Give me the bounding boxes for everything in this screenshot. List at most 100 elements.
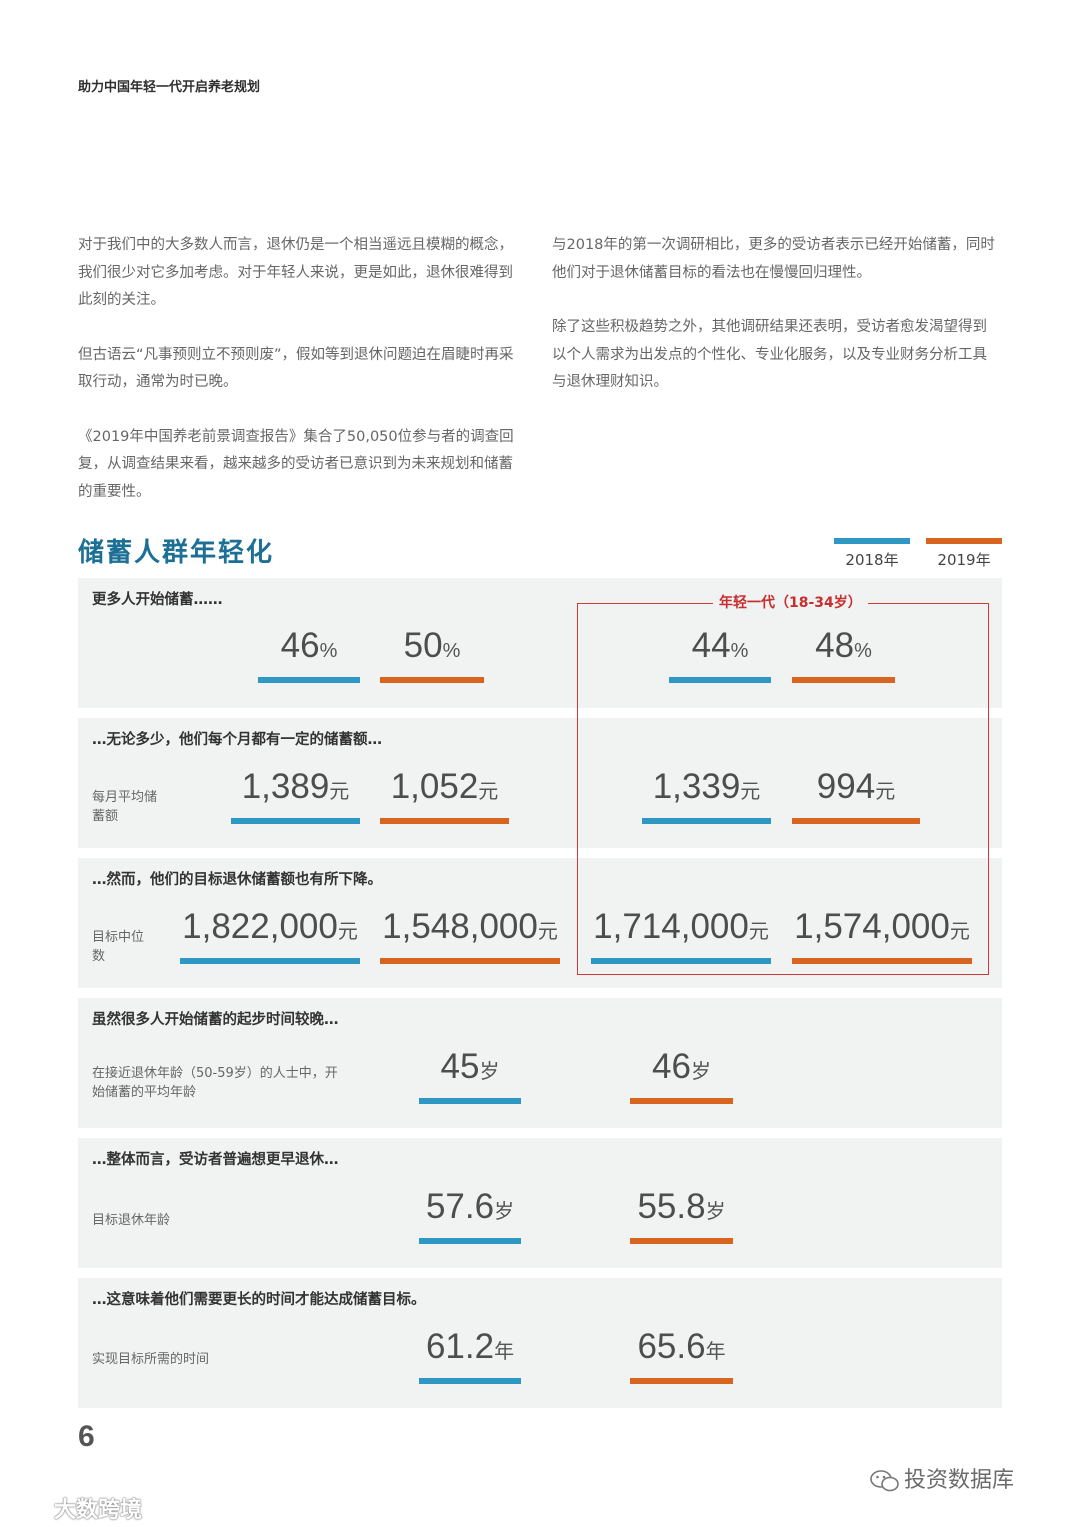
stat-all-2018: 45岁 bbox=[419, 1047, 521, 1104]
stat-value: 1,389 bbox=[241, 767, 330, 806]
stat-unit: 元 bbox=[949, 921, 970, 943]
bar-2018 bbox=[258, 677, 360, 683]
weibo-logo-icon bbox=[14, 1503, 51, 1521]
row-label: 在接近退休年龄（50-59岁）的人士中，开始储蓄的平均年龄 bbox=[92, 1066, 338, 1100]
legend-swatch-2018 bbox=[834, 538, 910, 544]
stat-unit: 元 bbox=[337, 921, 358, 943]
bar-2019 bbox=[380, 677, 484, 683]
paragraph: 除了这些积极趋势之外，其他调研结果还表明，受访者愈发渴望得到以个人需求为出发点的… bbox=[552, 319, 987, 390]
stat-unit: 元 bbox=[748, 921, 769, 943]
stat-all-2018: 57.6岁 bbox=[419, 1187, 521, 1244]
stat-unit: 年 bbox=[494, 1341, 515, 1363]
paragraph: 但古语云“凡事预则立不预则废”，假如等到退休问题迫在眉睫时再采取行动，通常为时已… bbox=[78, 346, 514, 391]
stat-value: 1,339 bbox=[652, 767, 741, 806]
stat-all-2019: 1,052元 bbox=[380, 767, 509, 824]
stat-unit: 岁 bbox=[494, 1201, 515, 1223]
stat-all-2019: 65.6年 bbox=[630, 1327, 733, 1384]
stat-unit: 元 bbox=[478, 781, 499, 803]
paragraph: 与2018年的第一次调研相比，更多的受访者表示已经开始储蓄，同时他们对于退休储蓄… bbox=[552, 237, 995, 281]
stat-young-2018: 1,714,000元 bbox=[591, 907, 771, 964]
panel-heading: …然而，他们的目标退休储蓄额也有所下降。 bbox=[92, 872, 382, 888]
stat-unit: 元 bbox=[875, 781, 896, 803]
stat-unit: 元 bbox=[740, 781, 761, 803]
stat-value: 1,714,000 bbox=[593, 907, 749, 946]
stat-unit: % bbox=[319, 640, 338, 662]
watermark-right: 投资数据库 bbox=[870, 1462, 1014, 1494]
bar-2019 bbox=[380, 818, 509, 824]
watermark-text: 大数跨境 bbox=[54, 1498, 143, 1523]
stat-unit: % bbox=[730, 640, 749, 662]
stat-value: 994 bbox=[816, 767, 876, 806]
stat-value: 44 bbox=[691, 626, 731, 665]
bar-2019 bbox=[630, 1378, 733, 1384]
left-column: 对于我们中的大多数人而言，退休仍是一个相当遥远且模糊的概念，我们很少对它多加考虑… bbox=[78, 232, 526, 506]
bar-2019 bbox=[792, 818, 920, 824]
stat-value: 57.6 bbox=[425, 1187, 495, 1226]
stat-value: 1,548,000 bbox=[382, 907, 538, 946]
stat-value: 65.6 bbox=[637, 1327, 706, 1366]
row-label: 每月平均储蓄额 bbox=[92, 790, 158, 824]
stat-unit: % bbox=[854, 640, 872, 662]
watermark-left: 大数跨境 bbox=[12, 1492, 142, 1524]
bar-2019 bbox=[792, 958, 972, 964]
panel-heading: …无论多少，他们每个月都有一定的储蓄额… bbox=[92, 732, 382, 748]
stat-value: 1,052 bbox=[390, 767, 479, 806]
stat-unit: 元 bbox=[329, 781, 350, 803]
bar-2018 bbox=[591, 958, 771, 964]
stat-panel-start-age: 虽然很多人开始储蓄的起步时间较晚… 在接近退休年龄（50-59岁）的人士中，开始… bbox=[78, 998, 1002, 1128]
stat-value: 46 bbox=[280, 626, 320, 665]
panel-heading: …这意味着他们需要更长的时间才能达成储蓄目标。 bbox=[92, 1292, 426, 1308]
panel-heading: …整体而言，受访者普遍想更早退休… bbox=[92, 1152, 339, 1168]
stat-unit: 岁 bbox=[705, 1201, 726, 1223]
stat-value: 50 bbox=[403, 626, 443, 665]
stat-unit: 岁 bbox=[479, 1061, 500, 1083]
stat-young-2019: 1,574,000元 bbox=[792, 907, 972, 964]
stat-all-2019: 50% bbox=[380, 626, 484, 683]
bar-2018 bbox=[669, 677, 771, 683]
stat-unit: 年 bbox=[705, 1341, 726, 1363]
legend-label-2019: 2019年 bbox=[937, 551, 991, 569]
stat-young-2018: 44% bbox=[669, 626, 771, 683]
stat-young-2019: 48% bbox=[792, 626, 895, 683]
stat-young-2019: 994元 bbox=[792, 767, 920, 824]
right-column: 与2018年的第一次调研相比，更多的受访者表示已经开始储蓄，同时他们对于退休储蓄… bbox=[552, 232, 1000, 397]
stat-value: 46 bbox=[652, 1047, 691, 1086]
row-label: 实现目标所需的时间 bbox=[92, 1352, 210, 1367]
row-label: 目标中位数 bbox=[92, 930, 145, 964]
stat-all-2019: 46岁 bbox=[630, 1047, 733, 1104]
stat-all-2019: 55.8岁 bbox=[630, 1187, 733, 1244]
stat-value: 48 bbox=[815, 626, 855, 665]
bar-2019 bbox=[630, 1238, 733, 1244]
bar-2018 bbox=[419, 1378, 521, 1384]
row-label: 目标退休年龄 bbox=[92, 1213, 171, 1228]
bar-2019 bbox=[792, 677, 895, 683]
stat-panel-monthly-savings: …无论多少，他们每个月都有一定的储蓄额… 每月平均储蓄额 1,389元 1,05… bbox=[78, 718, 1002, 848]
page-number: 6 bbox=[78, 1420, 95, 1453]
stat-panel-time-needed: …这意味着他们需要更长的时间才能达成储蓄目标。 实现目标所需的时间 61.2年 … bbox=[78, 1278, 1002, 1408]
young-generation-highlight-box bbox=[577, 603, 989, 975]
stat-unit: % bbox=[442, 640, 461, 662]
stat-young-2018: 1,339元 bbox=[642, 767, 771, 824]
stat-all-2018: 1,389元 bbox=[231, 767, 360, 824]
bar-2018 bbox=[642, 818, 771, 824]
paragraph: 对于我们中的大多数人而言，退休仍是一个相当遥远且模糊的概念，我们很少对它多加考虑… bbox=[78, 237, 513, 308]
section-title: 储蓄人群年轻化 bbox=[78, 538, 275, 568]
legend-label-2018: 2018年 bbox=[845, 551, 899, 569]
bar-2018 bbox=[231, 818, 360, 824]
stat-value: 45 bbox=[440, 1047, 480, 1086]
legend-swatch-2019 bbox=[926, 538, 1002, 544]
stat-value: 61.2 bbox=[425, 1327, 495, 1366]
stat-unit: 元 bbox=[537, 921, 558, 943]
stat-panel-retirement-age: …整体而言，受访者普遍想更早退休… 目标退休年龄 57.6岁 55.8岁 bbox=[78, 1138, 1002, 1268]
bar-2019 bbox=[380, 958, 560, 964]
stat-value: 1,574,000 bbox=[794, 907, 950, 946]
stat-all-2018: 1,822,000元 bbox=[180, 907, 360, 964]
bar-2018 bbox=[419, 1238, 521, 1244]
stat-value: 1,822,000 bbox=[182, 907, 338, 946]
watermark-text: 投资数据库 bbox=[904, 1468, 1015, 1493]
bar-2019 bbox=[630, 1098, 733, 1104]
panel-heading: 虽然很多人开始储蓄的起步时间较晚… bbox=[92, 1012, 339, 1028]
document-header: 助力中国年轻一代开启养老规划 bbox=[78, 80, 261, 95]
bar-2018 bbox=[180, 958, 360, 964]
stat-all-2018: 61.2年 bbox=[419, 1327, 521, 1384]
